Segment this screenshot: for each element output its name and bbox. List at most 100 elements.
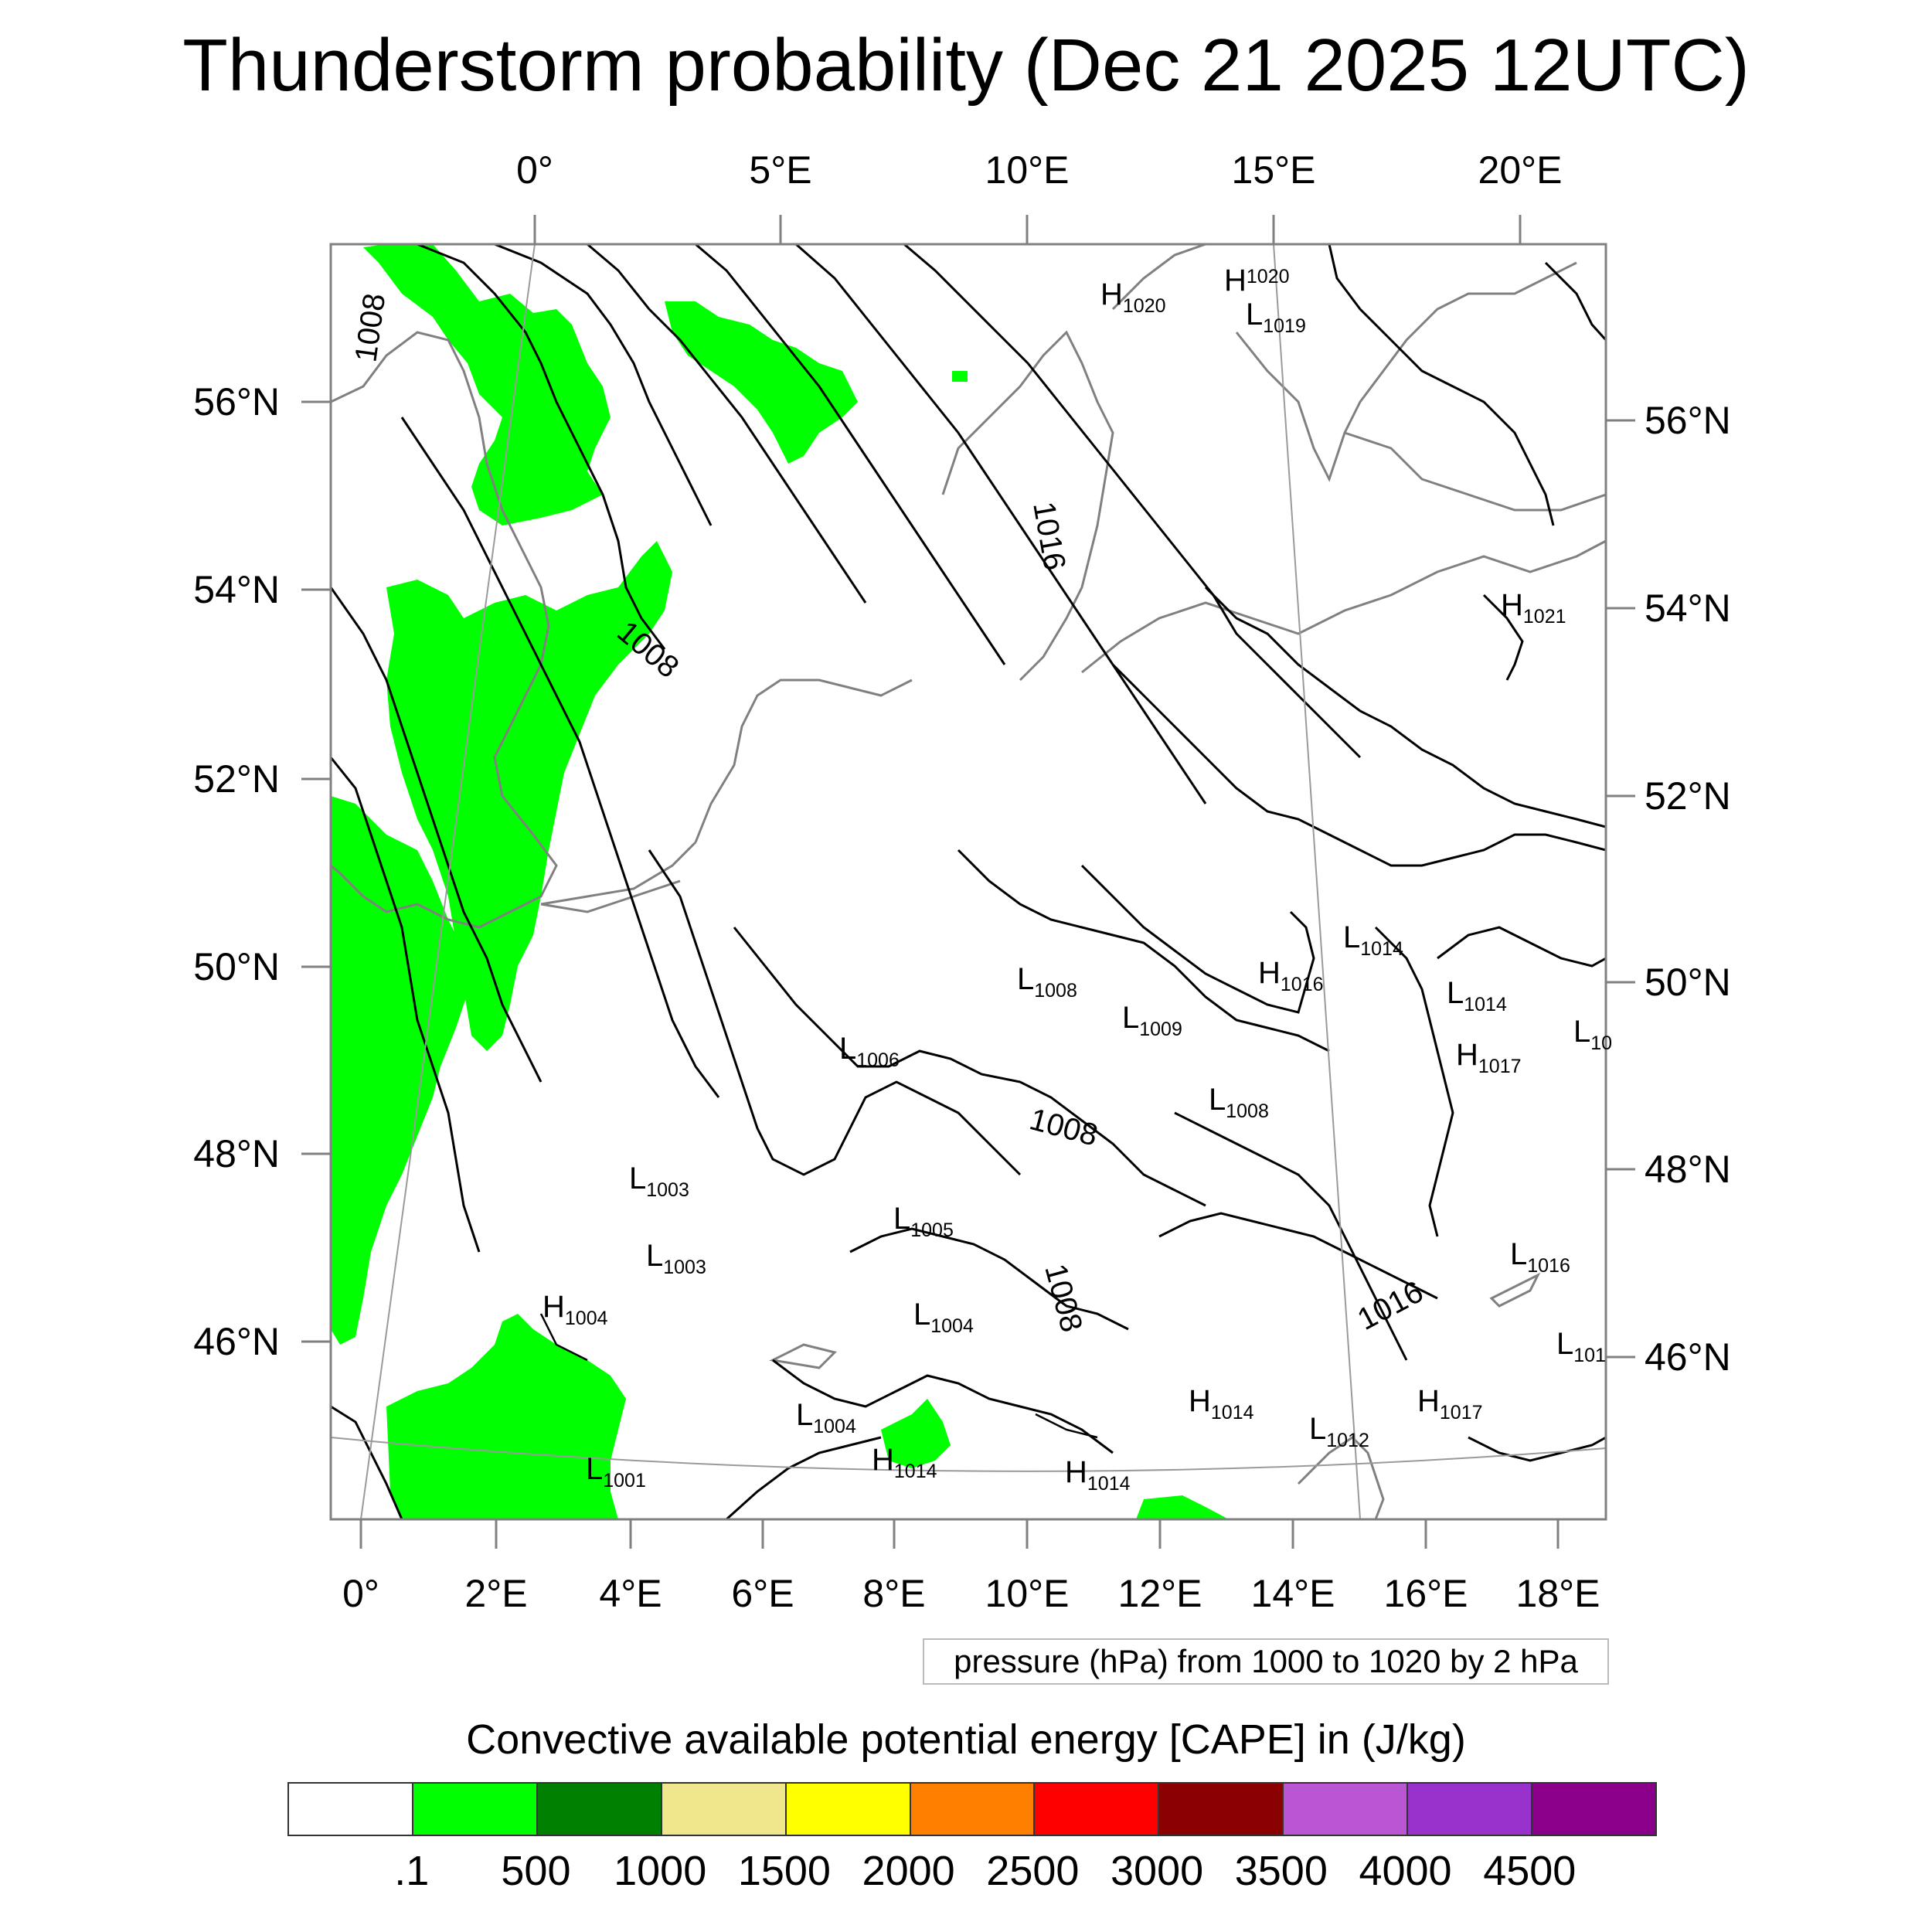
colorbar-label-4: 2000 [862, 1848, 955, 1894]
center-4: H1021 [1501, 588, 1566, 628]
isobar-15 [849, 1227, 1129, 1331]
coastline-channel [540, 841, 697, 906]
coastline-baltic-south [1081, 539, 1606, 674]
bottom-axis-label-10e: 10°E [985, 1572, 1070, 1615]
isobar-27 [1468, 1436, 1606, 1462]
graticule [331, 244, 1606, 1519]
isobar-3 [587, 244, 867, 604]
isobar-18 [1374, 926, 1454, 1237]
colorbar-label-5: 2500 [986, 1848, 1080, 1894]
center-26: L1001 [586, 1452, 646, 1492]
isobar-20 [1328, 244, 1555, 526]
isobar-22 [1111, 663, 1606, 867]
border-france-belgium [540, 879, 681, 913]
colorbar-swatch-0 [289, 1784, 413, 1835]
center-25: H1014 [872, 1443, 937, 1482]
left-axis-label-54n: 54°N [193, 568, 280, 611]
center-1: H1020 [1100, 277, 1166, 317]
center-18: H1004 [543, 1290, 608, 1329]
right-axis-label-56n: 56°N [1645, 399, 1731, 442]
colorbar-label-9: 4500 [1483, 1848, 1577, 1894]
colorbar-label-3: 1500 [737, 1848, 831, 1894]
cape-area-france-west [331, 796, 471, 1345]
left-axis-label-46n: 46°N [193, 1320, 280, 1363]
isobar-1 [417, 244, 666, 650]
map-frame [329, 243, 1607, 1521]
center-19: L1004 [913, 1298, 974, 1337]
isobar-labels: 1008 1008 1016 1008 1008 1016 [349, 291, 1428, 1337]
bottom-axis-label-12e: 12°E [1117, 1572, 1202, 1615]
colorbar-label-7: 3500 [1234, 1848, 1328, 1894]
center-17: L1016 [1510, 1237, 1570, 1277]
colorbar-swatch-7 [1159, 1784, 1284, 1835]
isobar-17 [1174, 1111, 1408, 1361]
isobar-26 [725, 1436, 882, 1519]
center-7: L1008 [1017, 962, 1077, 1002]
center-24: L1012 [1309, 1412, 1369, 1451]
center-3: L1019 [1246, 298, 1306, 337]
cape-boundary-1 [539, 1313, 588, 1362]
bottom-axis-label-6e: 6°E [731, 1572, 794, 1615]
top-axis-label-15e: 15°E [1231, 148, 1316, 192]
colorbar-swatch-10 [1532, 1784, 1655, 1835]
isobar-2 [494, 244, 713, 526]
map-title: Thunderstorm probability (Dec 21 2025 12… [182, 24, 1750, 107]
colorbar-swatch-2 [537, 1784, 662, 1835]
meridian-0 [360, 244, 536, 1519]
colorbar-swatch-1 [413, 1784, 538, 1835]
colorbar [287, 1782, 1657, 1836]
center-11: L10 [1573, 1015, 1612, 1054]
cape-area-denmark-north [665, 301, 858, 464]
cape-area-france-south [386, 1314, 626, 1519]
left-axis-label-52n: 52°N [193, 757, 280, 801]
parallel-45n [331, 1437, 1606, 1472]
isobar-16 [772, 1359, 1114, 1454]
center-16: L1003 [646, 1239, 706, 1278]
right-axis-label-46n: 46°N [1645, 1335, 1731, 1379]
contour-info-box: pressure (hPa) from 1000 to 1020 by 2 hP… [923, 1638, 1609, 1685]
lake-balaton [1489, 1272, 1541, 1308]
isobar-24 [1544, 261, 1606, 342]
colorbar-label-2: 1000 [614, 1848, 707, 1894]
bottom-axis-label-16e: 16°E [1383, 1572, 1468, 1615]
right-axis-label-48n: 48°N [1645, 1148, 1731, 1191]
center-10: H1017 [1456, 1038, 1522, 1077]
left-axis-label-56n: 56°N [193, 380, 280, 423]
isobar-5 [795, 244, 1207, 804]
left-axis-label-50n: 50°N [193, 945, 280, 988]
cape-area-alps [881, 1399, 951, 1468]
center-21: H1014 [1189, 1384, 1254, 1423]
coastline-adriatic [1297, 1436, 1385, 1519]
center-13: L1008 [1209, 1083, 1269, 1122]
colorbar-label-8: 4000 [1359, 1848, 1452, 1894]
bottom-axis-label-2e: 2°E [464, 1572, 528, 1615]
center-14: L1003 [629, 1162, 689, 1201]
center-5: L1014 [1343, 920, 1403, 960]
isobar-label-1008-south: 1008 [1038, 1260, 1089, 1335]
bottom-axis-label-14e: 14°E [1250, 1572, 1335, 1615]
colorbar-swatch-6 [1035, 1784, 1160, 1835]
center-9: L1014 [1447, 976, 1507, 1015]
colorbar-title: Convective available potential energy [C… [466, 1716, 1466, 1763]
isobar-8 [331, 587, 543, 1083]
isobar-21 [1482, 594, 1524, 681]
center-22: H1017 [1417, 1384, 1483, 1423]
center-12: L1006 [839, 1032, 900, 1071]
cape-shading [331, 244, 1229, 1519]
coastlines [331, 244, 1606, 1519]
isobar-19 [1437, 926, 1606, 968]
cape-area-north-sea [363, 244, 611, 526]
meridian-15e [1273, 244, 1361, 1519]
cape-boundaries [539, 1313, 1098, 1439]
colorbar-swatch-5 [910, 1784, 1036, 1835]
lake-geneva [769, 1343, 837, 1369]
cape-area-small [952, 371, 968, 382]
pressure-centers: H1020 H1020 L1019 H1021 L1014 H1016 L100… [543, 264, 1612, 1495]
coastline-sweden [1111, 244, 1577, 482]
center-23: L1004 [796, 1398, 856, 1437]
right-axis-label-54n: 54°N [1645, 587, 1731, 630]
isobar-12 [957, 849, 1330, 1053]
isobar-14 [1158, 1212, 1438, 1300]
